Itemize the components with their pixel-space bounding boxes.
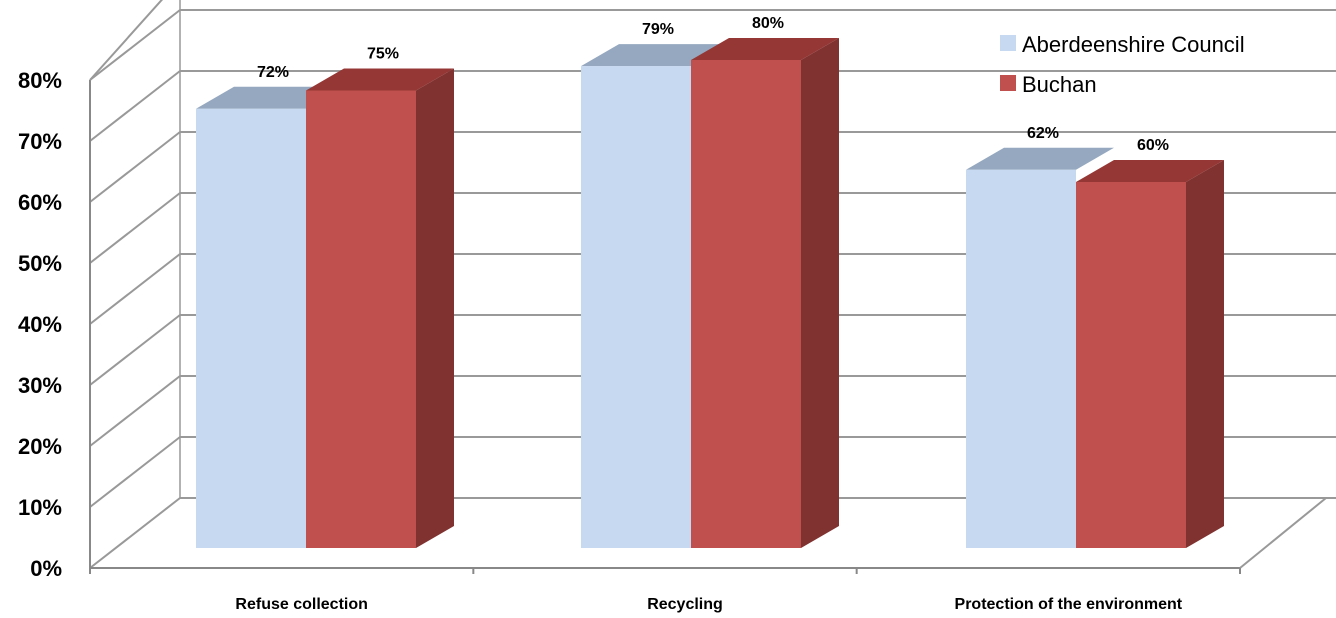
y-tick-label: 20% [18, 434, 62, 459]
y-tick-label: 70% [18, 129, 62, 154]
bar-aberdeenshire-council [966, 169, 1076, 549]
floor-right-edge [1239, 497, 1327, 569]
gridline-side [89, 131, 181, 203]
bar-top-aberdeenshire-council [966, 147, 1114, 170]
y-tick-label: 50% [18, 251, 62, 276]
gridline-side [89, 375, 181, 447]
x-category-label: Recycling [647, 596, 723, 613]
bar-buchan [306, 90, 416, 548]
y-tick-label: 40% [18, 312, 62, 337]
x-category-label: Refuse collection [235, 596, 367, 613]
y-tick-label: 0% [30, 556, 62, 581]
gridline-side [89, 192, 181, 264]
bar-side-buchan [801, 38, 839, 548]
data-label: 62% [1027, 125, 1059, 142]
legend-label: Aberdeenshire Council [1022, 32, 1245, 57]
legend-label: Buchan [1022, 72, 1097, 97]
y-tick-label: 10% [18, 495, 62, 520]
legend-swatch [1000, 35, 1016, 51]
bar-buchan [1076, 182, 1186, 548]
data-label: 79% [642, 21, 674, 38]
data-label: 72% [257, 64, 289, 81]
gridline-side [89, 253, 181, 325]
gridline-side [89, 70, 181, 142]
side-wall-top-edge [89, 0, 163, 81]
y-tick-label: 30% [18, 373, 62, 398]
bar-aberdeenshire-council [581, 66, 691, 548]
bar-side-buchan [416, 68, 454, 548]
bar-buchan [691, 60, 801, 548]
bar-side-buchan [1186, 160, 1224, 548]
gridline-side [89, 314, 181, 386]
gridline-side [89, 9, 181, 81]
legend-swatch [1000, 75, 1016, 91]
data-label: 80% [752, 15, 784, 32]
gridline-side [89, 497, 181, 569]
data-label: 60% [1137, 137, 1169, 154]
bar-aberdeenshire-council [196, 108, 306, 549]
data-label: 75% [367, 46, 399, 63]
x-category-label: Protection of the environment [955, 596, 1183, 613]
bar-top-buchan [691, 38, 839, 60]
y-tick-label: 60% [18, 190, 62, 215]
gridline-side [89, 436, 181, 508]
bar-top-buchan [1076, 160, 1224, 182]
bar-top-buchan [306, 68, 454, 91]
y-tick-label: 80% [18, 68, 62, 93]
